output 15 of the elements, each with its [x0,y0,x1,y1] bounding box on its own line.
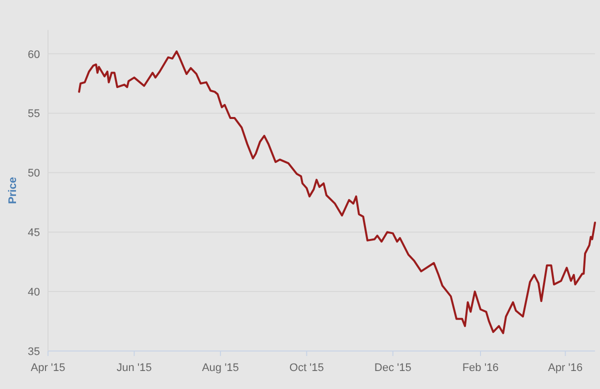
line-series [78,50,596,334]
x-tick-label: Apr '15 [30,362,66,374]
y-tick-label: 60 [28,48,40,61]
y-tick-label: 35 [28,346,40,358]
x-tick-label: Feb '16 [462,362,499,374]
y-tick-label: 55 [28,108,40,120]
x-tick-label: Apr '16 [548,362,583,374]
y-axis-title: Price [7,177,19,204]
y-tick-label: 50 [28,168,40,180]
x-tick-label: Dec '15 [374,362,412,374]
x-tick-label: Aug '15 [202,362,239,374]
y-tick-label: 45 [28,227,40,240]
y-tick-label: 40 [28,286,40,299]
x-tick-label: Jun '15 [116,362,152,374]
x-tick-label: Oct '15 [289,362,324,374]
